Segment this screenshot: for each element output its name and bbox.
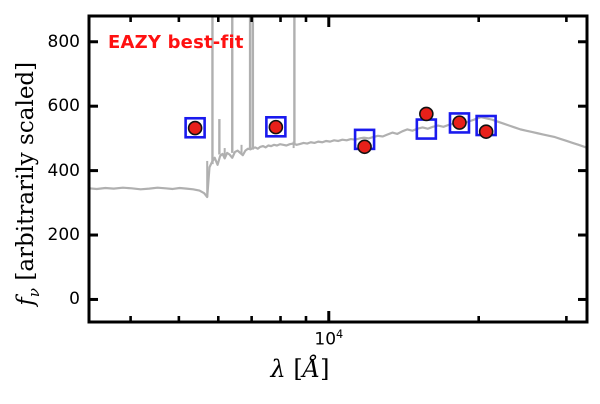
eazy-bestfit-annotation: EAZY best-fit bbox=[108, 32, 244, 53]
y-axis-label-wrapper: fν [arbitrarily scaled] bbox=[13, 34, 43, 334]
emission-lines bbox=[206, 16, 296, 198]
y-tick-label: 400 bbox=[47, 160, 80, 181]
y-tick-label: 200 bbox=[47, 225, 80, 246]
observed-photometry-markers bbox=[187, 106, 494, 155]
y-tick-label: 600 bbox=[47, 96, 80, 117]
y-tick-label: 0 bbox=[69, 289, 80, 310]
y-tick-label: 800 bbox=[47, 31, 80, 52]
y-axis-label: fν [arbitrarily scaled] bbox=[13, 61, 43, 306]
x-tick-label: 104 bbox=[314, 328, 344, 350]
x-axis-label: λ [Å] bbox=[270, 355, 330, 383]
axes-frame bbox=[87, 14, 589, 324]
